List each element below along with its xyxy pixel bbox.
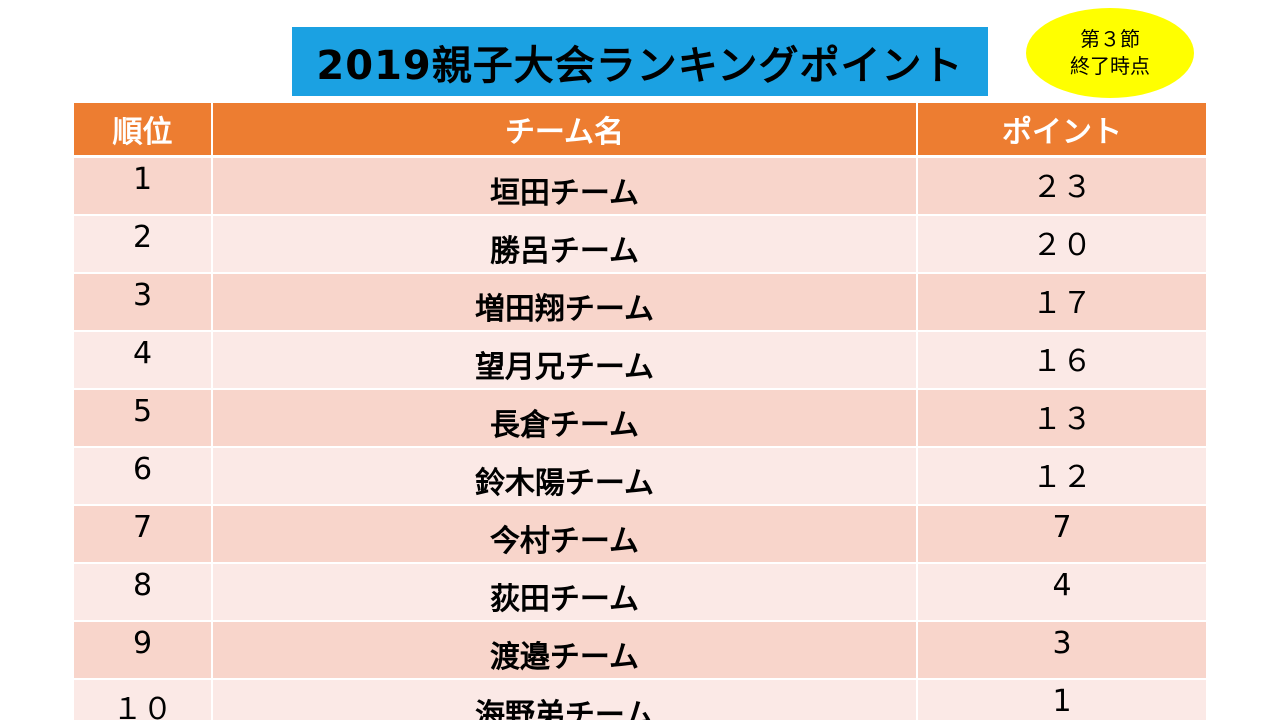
points-cell: 3 <box>917 621 1206 680</box>
rank-cell: 6 <box>74 447 213 506</box>
table-row: 9 渡邉チーム 3 <box>74 621 1206 680</box>
team-cell: 増田翔チーム <box>212 273 918 332</box>
team-cell: 垣田チーム <box>212 156 918 216</box>
page-title: 2019親子大会ランキングポイント <box>316 42 964 89</box>
team-cell: 海野弟チーム <box>212 679 918 720</box>
ranking-table: 順位 チーム名 ポイント 1 垣田チーム ２３ 2 勝呂チーム ２０ 3 増田翔… <box>74 103 1206 720</box>
table-row: 3 増田翔チーム １７ <box>74 273 1206 332</box>
rank-cell: 8 <box>74 563 213 622</box>
team-cell: 渡邉チーム <box>212 621 918 680</box>
table-row: 8 荻田チーム 4 <box>74 563 1206 622</box>
rank-cell: 5 <box>74 389 213 448</box>
team-cell: 望月兄チーム <box>212 331 918 390</box>
rank-cell: 2 <box>74 215 213 274</box>
rank-cell: 3 <box>74 273 213 332</box>
rank-cell: １０ <box>74 679 213 720</box>
rank-cell: 7 <box>74 505 213 564</box>
points-cell: 7 <box>917 505 1206 564</box>
points-cell: ２３ <box>917 156 1206 216</box>
team-cell: 勝呂チーム <box>212 215 918 274</box>
team-cell: 鈴木陽チーム <box>212 447 918 506</box>
badge-line-2: 終了時点 <box>1070 54 1150 78</box>
rank-cell: 9 <box>74 621 213 680</box>
table-row: 7 今村チーム 7 <box>74 505 1206 564</box>
badge-line-1: 第３節 <box>1080 27 1140 51</box>
table-header-row: 順位 チーム名 ポイント <box>74 103 1206 158</box>
title-banner: 2019親子大会ランキングポイント <box>292 27 988 96</box>
table-row: 6 鈴木陽チーム １２ <box>74 447 1206 506</box>
team-cell: 荻田チーム <box>212 563 918 622</box>
rank-cell: 4 <box>74 331 213 390</box>
team-cell: 長倉チーム <box>212 389 918 448</box>
header-rank: 順位 <box>74 103 213 158</box>
table-row: 1 垣田チーム ２３ <box>74 156 1206 216</box>
team-cell: 今村チーム <box>212 505 918 564</box>
table-row: １０ 海野弟チーム 1 <box>74 679 1206 720</box>
table-row: 2 勝呂チーム ２０ <box>74 215 1206 274</box>
points-cell: ２０ <box>917 215 1206 274</box>
table-row: 4 望月兄チーム １６ <box>74 331 1206 390</box>
points-cell: １３ <box>917 389 1206 448</box>
points-cell: 1 <box>917 679 1206 720</box>
status-badge: 第３節 終了時点 <box>1026 8 1194 98</box>
header-points: ポイント <box>917 103 1206 158</box>
points-cell: １６ <box>917 331 1206 390</box>
table-row: 5 長倉チーム １３ <box>74 389 1206 448</box>
points-cell: 4 <box>917 563 1206 622</box>
points-cell: １２ <box>917 447 1206 506</box>
header-team: チーム名 <box>212 103 918 158</box>
rank-cell: 1 <box>74 156 213 216</box>
points-cell: １７ <box>917 273 1206 332</box>
